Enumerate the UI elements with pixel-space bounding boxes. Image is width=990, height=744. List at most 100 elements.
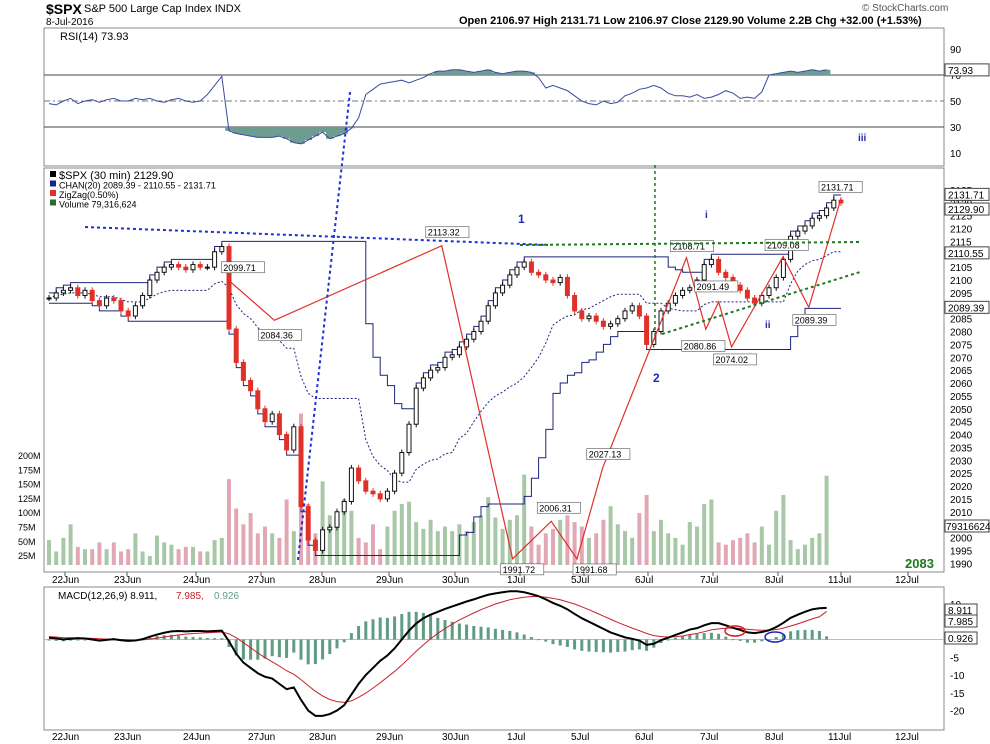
- price-candle: [456, 346, 462, 356]
- zigzag-label: 2074.02: [716, 355, 749, 365]
- macd-badge-box: [944, 631, 978, 645]
- macd-histogram-bar: [364, 621, 368, 640]
- ticker: $SPX: [46, 1, 82, 17]
- macd-value-badge: 0.926: [948, 634, 973, 645]
- volume-tick-label: 150M: [18, 480, 41, 490]
- price-tick-label: 2030: [950, 456, 973, 467]
- volume-bar: [428, 519, 433, 565]
- price-tick-label: 2015: [950, 495, 973, 506]
- price-tick-label: 2085: [950, 315, 973, 326]
- macd-histogram-bar: [385, 617, 389, 640]
- price-candle: [327, 526, 333, 531]
- macd-histogram-bar: [292, 639, 296, 653]
- macd-histogram-bar: [299, 639, 303, 660]
- macd-legend-entry: MACD(12,26,9) 8.911,: [58, 591, 157, 602]
- macd-histogram-bar: [666, 639, 670, 641]
- ohlc-summary: Open 2106.97 High 2131.71 Low 2106.97 Cl…: [459, 15, 922, 27]
- price-candle: [687, 287, 693, 291]
- price-badge-box: [944, 187, 990, 201]
- volume-bar: [61, 537, 66, 565]
- price-candle: [564, 276, 570, 296]
- volume-bar: [248, 513, 253, 565]
- macd-badge-box: [944, 614, 978, 628]
- price-panel-frame: [43, 167, 945, 573]
- zigzag-label-box: [258, 328, 302, 341]
- volume-bar: [471, 522, 476, 565]
- volume-bar: [558, 519, 563, 565]
- price-x-label: 27Jun: [248, 575, 275, 586]
- macd-histogram-bar: [745, 639, 749, 643]
- price-badge-box: [944, 246, 990, 260]
- price-x-label: 11Jul: [828, 575, 851, 586]
- macd-histogram-bar: [349, 633, 353, 640]
- channel-middle: [48, 251, 841, 483]
- volume-bar: [392, 510, 397, 565]
- price-tick-label: 2020: [950, 482, 973, 493]
- macd-histogram-bar: [594, 639, 598, 652]
- volume-bar: [788, 540, 793, 565]
- volume-bar: [378, 549, 383, 565]
- zigzag-label-box: [586, 448, 631, 460]
- volume-bar: [349, 510, 354, 565]
- price-candle: [226, 246, 232, 330]
- macd-x-label: 23Jun: [114, 732, 141, 743]
- price-candle: [557, 276, 563, 284]
- macd-histogram-bar: [342, 639, 346, 643]
- macd-histogram-bar: [378, 617, 382, 640]
- macd-histogram-bar: [717, 633, 721, 640]
- volume-bar: [327, 515, 332, 565]
- macd-histogram-bar: [184, 636, 188, 640]
- volume-tick-label: 75M: [18, 523, 36, 533]
- volume-bar: [752, 542, 757, 565]
- macd-x-label: 24Jun: [183, 732, 210, 743]
- volume-tick-label: 50M: [18, 537, 36, 547]
- macd-histogram-bar: [169, 634, 173, 640]
- macd-histogram-bar: [249, 639, 253, 660]
- volume-bar: [623, 531, 627, 565]
- price-tick-label: 2040: [950, 431, 973, 442]
- volume-tick-label: 25M: [18, 551, 36, 561]
- volume-bar: [234, 508, 239, 565]
- macd-histogram-bar: [551, 639, 555, 645]
- volume-bar: [810, 537, 815, 565]
- price-tick-label: 2125: [950, 212, 973, 223]
- volume-bar: [97, 542, 102, 565]
- price-candle: [752, 297, 758, 304]
- volume-bar: [666, 533, 671, 565]
- price-candle: [82, 289, 88, 296]
- macd-histogram-bar: [407, 611, 411, 640]
- price-tick-label: 2010: [950, 508, 973, 519]
- wave-label: ii: [765, 320, 771, 331]
- price-candle: [60, 289, 66, 294]
- volume-bar: [68, 524, 73, 565]
- volume-bar: [205, 551, 210, 565]
- volume-bar: [630, 537, 635, 565]
- price-candle: [53, 292, 59, 299]
- price-candle: [356, 467, 362, 482]
- price-candle: [190, 264, 196, 271]
- price-candle: [680, 289, 686, 296]
- price-candle: [471, 331, 477, 340]
- volume-bar: [421, 528, 426, 565]
- price-badge: 2129.90: [948, 205, 985, 216]
- macd-histogram-bar: [69, 639, 73, 641]
- price-candle: [485, 305, 491, 322]
- macd-histogram-bar: [177, 635, 181, 640]
- macd-x-label: 29Jun: [376, 732, 403, 743]
- price-legend-swatch: [50, 180, 56, 187]
- macd-tick-label: -10: [950, 671, 965, 682]
- price-badge-box: [944, 202, 990, 216]
- price-x-label: 5Jul: [571, 575, 589, 586]
- price-candle: [593, 315, 599, 322]
- volume-bar: [774, 510, 779, 565]
- macd-histogram-bar: [515, 632, 519, 640]
- price-candle: [377, 493, 383, 500]
- volume-bar: [399, 503, 404, 565]
- price-x-label: 29Jun: [376, 575, 403, 586]
- price-candle: [464, 338, 470, 348]
- price-candle: [46, 297, 52, 300]
- price-candle: [248, 379, 254, 392]
- macd-cross-marker-red: [724, 625, 746, 637]
- price-candle: [176, 264, 182, 268]
- rsi-panel-frame: [43, 27, 945, 167]
